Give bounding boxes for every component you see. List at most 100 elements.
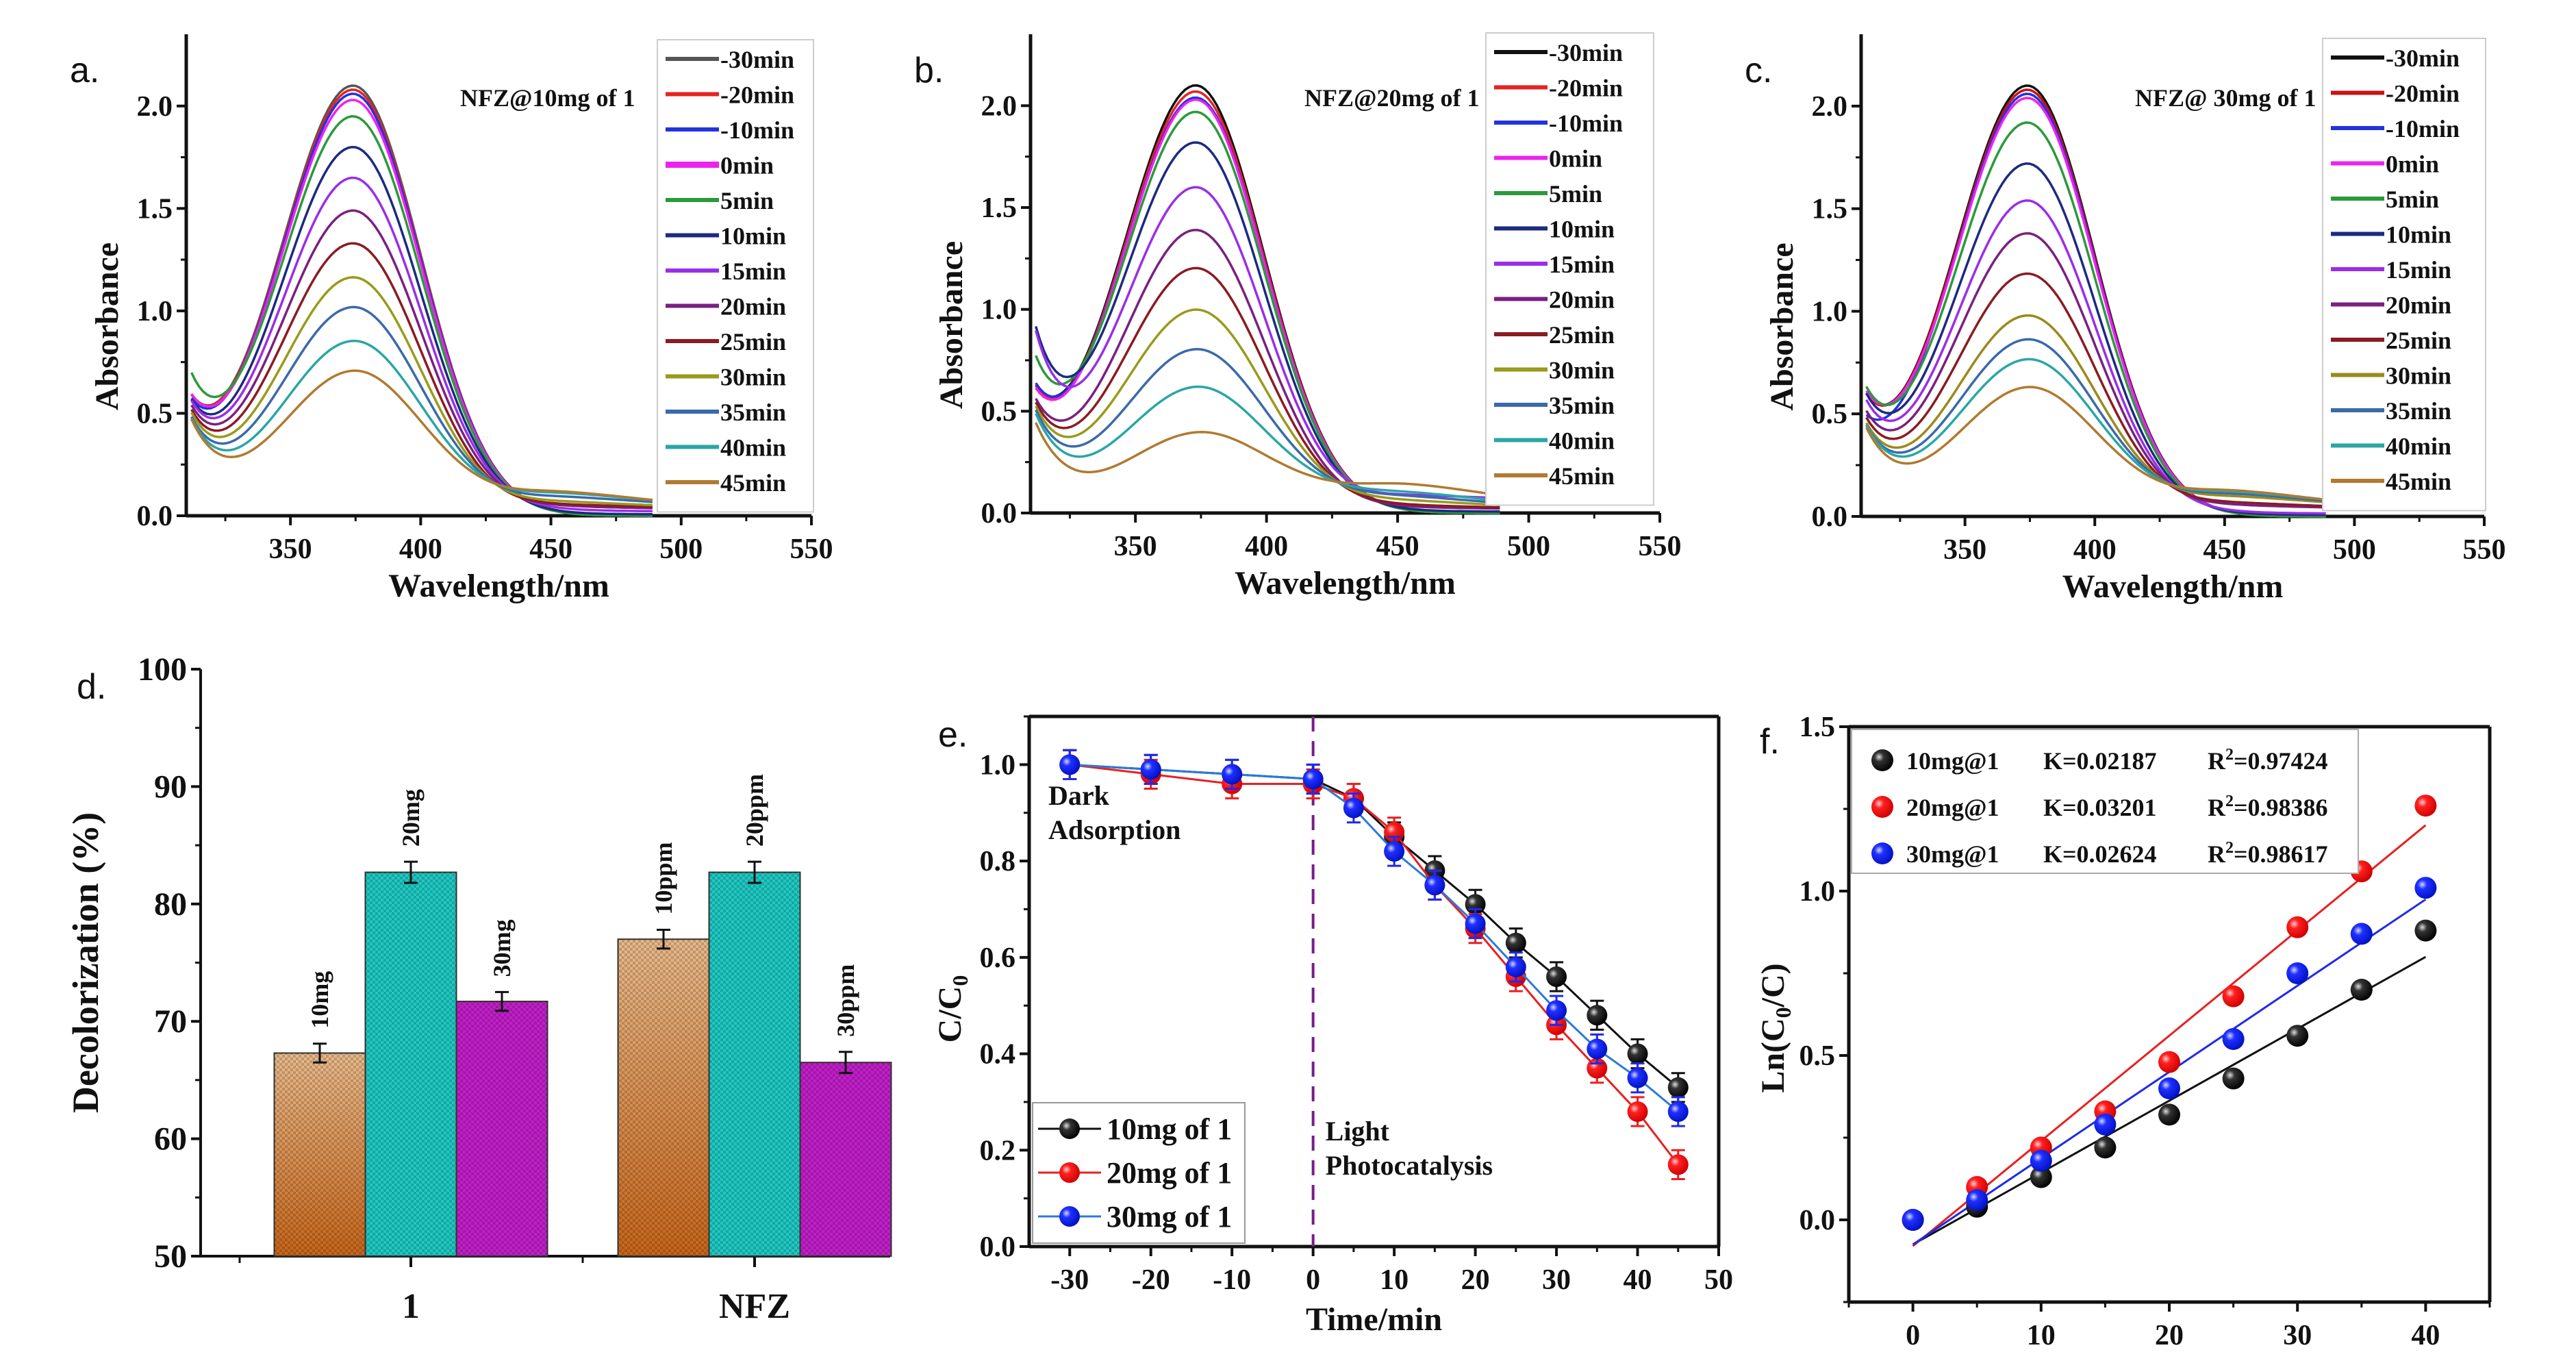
legend-label: 30min (2386, 362, 2451, 390)
y-tick-label: 50 (154, 1238, 187, 1275)
sample-annotation: NFZ@ 30mg of 1 (2135, 84, 2316, 112)
x-tick-label: 50 (1704, 1264, 1733, 1296)
data-point (2286, 1025, 2309, 1047)
x-tick-label: 500 (1507, 531, 1550, 562)
panel-label: b. (914, 51, 944, 90)
y-tick-label: 0.8 (980, 846, 1016, 877)
legend-label: 35min (1549, 392, 1615, 419)
legend-label: 25min (720, 328, 786, 355)
legend-label: 10mg of 1 (1107, 1112, 1232, 1146)
legend-label: 15min (720, 258, 786, 285)
panel-d-decolorization-bar-chart: d. 50 60 70 80 90 100 Decolorization (%) 1 10mg 20… (65, 651, 892, 1326)
legend-label: 30min (1549, 357, 1615, 384)
legend-label: -10min (1549, 110, 1623, 137)
spectrum-line-20min (1035, 229, 1500, 510)
data-point (2414, 919, 2437, 942)
legend-k-value: K=0.03201 (2043, 794, 2157, 821)
spectrum-line-25min (1035, 266, 1500, 509)
spectrum-line-10min (1865, 162, 2326, 516)
panel-label: a. (70, 51, 99, 90)
y-tick-label: 0.2 (980, 1135, 1016, 1166)
legend-label: 35min (2386, 397, 2451, 425)
legend-label: -20min (720, 82, 794, 109)
legend-marker (1871, 749, 1893, 771)
x-tick-label: 40 (2411, 1320, 2440, 1351)
y-tick-label: 1.5 (1800, 712, 1836, 743)
y-axis-title: C/C0 (932, 975, 972, 1043)
legend-label: 10min (720, 223, 786, 250)
legend-label: -30min (2386, 45, 2460, 72)
spectrum-line-35min (1865, 338, 2326, 502)
fit-line-20mg@1 (1912, 824, 2427, 1247)
legend-box (1851, 729, 2359, 874)
r2-value: =0.98617 (2234, 840, 2328, 868)
data-point (1667, 1154, 1689, 1175)
data-point (2286, 962, 2309, 984)
spectrum-line-45min (190, 369, 653, 501)
panel-label: c. (1745, 51, 1772, 90)
legend-marker (1059, 1206, 1080, 1227)
legend-label: 30mg of 1 (1107, 1200, 1232, 1234)
legend-marker (1871, 842, 1893, 864)
spectrum-line--20min (190, 88, 653, 517)
light-annotation: Photocatalysis (1326, 1150, 1493, 1181)
legend-label: 45min (2386, 468, 2451, 495)
data-point (1343, 797, 1364, 818)
x-tick-label: 550 (2463, 534, 2506, 566)
data-point (2158, 1051, 2180, 1073)
x-axis-title: Time/min (1306, 1301, 1442, 1338)
legend-marker (1059, 1162, 1080, 1183)
data-point (2222, 1028, 2245, 1050)
legend-label: 40min (2386, 433, 2451, 460)
data-point (2414, 877, 2437, 899)
x-tick-label: NFZ (719, 1287, 790, 1326)
bar-data-label: 20ppm (741, 774, 768, 847)
x-axis-title: Wavelength/nm (2062, 568, 2284, 605)
bar-texture (456, 1001, 548, 1256)
x-tick-label: 350 (1114, 531, 1157, 562)
spectrum-line-25min (190, 242, 653, 508)
x-tick-label: 0 (1306, 1264, 1320, 1296)
spectrum-line-30min (1865, 314, 2326, 503)
x-tick-label: 400 (399, 534, 442, 565)
spectrum-line--10min (190, 92, 653, 517)
y-axis-title-rest: /C) (1755, 963, 1791, 1008)
legend-label: 10min (1549, 216, 1615, 243)
spectrum-line-10min (1035, 141, 1500, 513)
y-axis-title: Absorbance (89, 242, 125, 410)
y-tick-label: 90 (154, 768, 187, 805)
data-point (1140, 759, 1161, 780)
data-point (1667, 1077, 1689, 1098)
y-tick-label: 0.5 (1812, 399, 1848, 430)
spectrum-line-15min (1035, 186, 1500, 499)
y-tick-label: 0.0 (980, 1231, 1016, 1263)
y-tick-label: 100 (138, 651, 187, 688)
y-tick-label: 1.0 (1800, 876, 1836, 908)
legend-label: 35min (720, 399, 786, 426)
x-tick-label: -10 (1213, 1264, 1251, 1296)
x-tick-label: 10 (2027, 1320, 2056, 1351)
legend-label: 10mg@1 (1906, 747, 1999, 775)
legend-label: 0min (2386, 151, 2439, 178)
data-point (2222, 985, 2245, 1008)
legend-label: 40min (1549, 427, 1615, 455)
y-tick-label: 0.5 (137, 398, 173, 429)
spectrum-line-20min (1865, 232, 2326, 509)
spectrum-line--30min (190, 84, 653, 517)
legend-label: 20mg of 1 (1107, 1156, 1232, 1190)
legend-label: 15min (2386, 256, 2451, 284)
legend-marker (1871, 796, 1893, 818)
data-point (1627, 1101, 1648, 1122)
data-point (1627, 1067, 1648, 1088)
legend: -30min -20min -10min 0min 5min 10min 15min 20mi… (1485, 32, 1654, 506)
data-point (1902, 1209, 1924, 1231)
legend-label: 40min (720, 434, 786, 462)
x-tick-label: 550 (1639, 531, 1682, 562)
superscript: 2 (2225, 839, 2234, 857)
sample-annotation: NFZ@20mg of 1 (1304, 84, 1479, 112)
data-point (1384, 841, 1405, 862)
y-tick-label: 0.4 (980, 1039, 1016, 1071)
bar-data-label: 30ppm (832, 964, 859, 1037)
data-point (1587, 1005, 1608, 1026)
spectrum-line-15min (1865, 199, 2326, 515)
